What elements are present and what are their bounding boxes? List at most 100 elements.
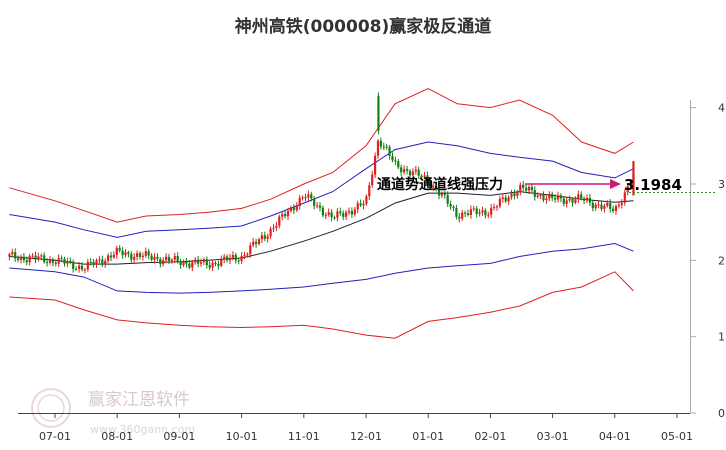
x-tick-label: 10-01 (226, 430, 258, 443)
x-tick-label: 02-01 (474, 430, 506, 443)
candle-body (101, 259, 104, 265)
candle-body (278, 216, 281, 226)
candle-body (243, 255, 246, 257)
x-tick-label: 01-01 (412, 430, 444, 443)
candle-body (417, 169, 420, 176)
candle-body (620, 202, 623, 205)
candle-body (165, 256, 168, 260)
candle-body (284, 214, 287, 217)
candle-body (493, 206, 496, 208)
candle-body (376, 140, 380, 156)
candle-body (313, 198, 316, 206)
candle-body (597, 204, 600, 206)
candle-body (72, 261, 75, 269)
candle-body (37, 256, 40, 260)
candle-body (551, 193, 554, 198)
candle-body (481, 210, 484, 213)
candle-body (46, 262, 49, 263)
annotation: 通道势通道线强压力 3.1984 (377, 176, 715, 194)
candle-body (182, 261, 185, 266)
candle-body (554, 197, 557, 200)
candle-body (69, 261, 72, 263)
candle-body (545, 198, 548, 201)
candle-body (144, 251, 147, 256)
candle-body (388, 147, 391, 156)
candle-body (437, 189, 441, 196)
x-tick-label: 12-01 (350, 430, 382, 443)
candle-body (426, 175, 429, 183)
candle-body (472, 208, 475, 210)
candle-body (249, 245, 252, 255)
candle-body (504, 197, 507, 202)
candle-body (167, 256, 171, 261)
candle-body (510, 193, 513, 198)
candle-body (318, 205, 322, 208)
candle-body (127, 252, 130, 254)
candle-body (66, 261, 69, 264)
watermark-logo-inner (37, 394, 65, 422)
candle-body (527, 186, 531, 191)
candle-body (255, 241, 258, 244)
candle-body (548, 193, 551, 199)
candle-body (86, 261, 89, 270)
candle-body (420, 175, 423, 177)
candle-body (51, 259, 54, 263)
candle-body (435, 185, 438, 190)
candle-body (609, 202, 612, 209)
candle-body (202, 259, 205, 263)
series-line-upper-band (9, 87, 634, 223)
candle-body (530, 186, 533, 190)
candle-body (237, 260, 240, 262)
candle-body (423, 175, 426, 177)
annotation-arrowhead (610, 179, 621, 189)
candle-body (60, 258, 63, 260)
candle-body (475, 208, 478, 214)
candle-body (153, 256, 156, 260)
candle-body (495, 206, 499, 208)
candle-body (571, 198, 574, 203)
watermark-logo (31, 388, 71, 428)
candle-body (289, 207, 292, 211)
candle-body (365, 196, 368, 204)
candle-body (231, 255, 234, 258)
candle-body (603, 205, 606, 209)
candle-body (525, 187, 528, 191)
candle-body (414, 169, 417, 172)
candle-body (562, 198, 565, 204)
candle-body (333, 217, 336, 219)
candle-body (173, 256, 176, 260)
x-ticks: 07-01 08-01 09-01 10-01 11-01 12-01 01-01 02-01… (39, 413, 693, 443)
candle-body (281, 214, 284, 217)
candle-body (220, 259, 223, 266)
candle-body (133, 256, 136, 260)
candle-body (257, 239, 261, 244)
y-tick-label: 4 (718, 102, 725, 115)
candle-body (272, 227, 275, 229)
candle-body (440, 193, 443, 196)
candle-body (356, 203, 359, 210)
candle-body (347, 211, 351, 213)
candle-body (345, 212, 348, 217)
candle-body (109, 255, 113, 258)
series-line-center-line (9, 191, 634, 265)
candle-body (379, 140, 382, 147)
candle-body (121, 250, 124, 256)
candles-layer (8, 92, 635, 274)
candle-body (31, 255, 34, 257)
candle-body (391, 156, 394, 161)
candle-body (330, 212, 333, 218)
watermark: 赢家江恩软件 www.360gann.com (31, 388, 195, 436)
candle-body (469, 209, 472, 215)
candle-body (266, 236, 269, 239)
watermark-url: www.360gann.com (90, 423, 195, 436)
candle-body (150, 255, 153, 260)
candle-body (406, 169, 409, 171)
candle-body (411, 171, 414, 176)
candle-body (14, 252, 17, 259)
candle-body (452, 206, 455, 208)
candle-body (542, 194, 545, 201)
candle-body (612, 208, 615, 211)
x-tick-label: 04-01 (599, 430, 631, 443)
candle-body (487, 214, 490, 216)
candle-body (185, 261, 188, 264)
